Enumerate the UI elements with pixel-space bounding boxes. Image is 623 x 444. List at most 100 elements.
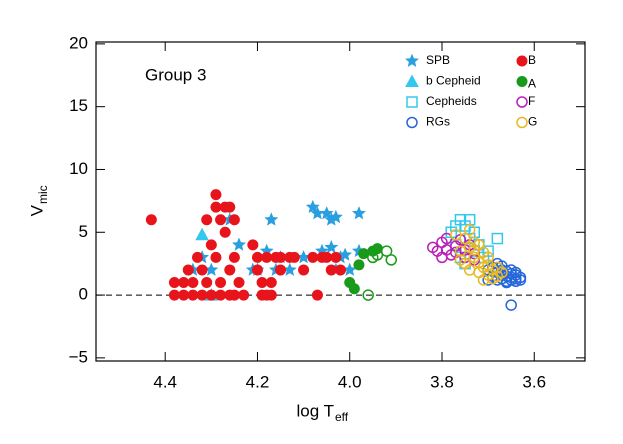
y-tick-label: 5 [79, 222, 88, 241]
point [468, 244, 481, 256]
x-axis-label: log T [297, 401, 335, 420]
point [298, 264, 310, 276]
y-tick-label: 15 [69, 96, 88, 115]
point [328, 209, 343, 224]
legend-label: B [528, 53, 536, 67]
point [348, 283, 360, 295]
point [251, 251, 263, 263]
point [215, 289, 227, 301]
point [500, 276, 513, 289]
point [205, 289, 217, 301]
point [201, 214, 213, 226]
point [228, 214, 240, 226]
y-axis-label-sub: mic [36, 185, 50, 204]
legend-marker [405, 53, 419, 67]
point [178, 277, 190, 289]
annotation: Group 3 [145, 65, 206, 84]
point [196, 264, 208, 276]
point [275, 251, 287, 263]
point [319, 206, 334, 220]
point [482, 251, 494, 264]
x-axis-label-sub: eff [335, 410, 349, 424]
legend-label: SPB [426, 53, 450, 67]
x-tick-label: 4.4 [153, 372, 177, 391]
point [191, 251, 203, 263]
y-tick-label: 10 [69, 159, 88, 178]
point [178, 289, 190, 301]
point [351, 206, 366, 220]
x-tick-label: 3.8 [430, 372, 454, 391]
point [275, 264, 287, 276]
point [325, 264, 337, 276]
point [261, 251, 273, 263]
point [195, 227, 209, 241]
point [463, 224, 476, 236]
legend-label: Cepheids [426, 94, 477, 108]
point [224, 201, 236, 213]
point [264, 212, 279, 226]
legend-marker [516, 76, 528, 87]
point [201, 277, 213, 289]
point [265, 289, 277, 301]
point [491, 232, 504, 245]
legend-marker [406, 96, 418, 108]
legend-label: G [528, 115, 537, 129]
point [380, 245, 393, 257]
legend-marker [516, 55, 528, 67]
x-tick-label: 4.0 [338, 372, 362, 391]
y-axis-label-group: V mic [27, 185, 50, 216]
point [228, 289, 240, 301]
legend-marker [516, 116, 528, 129]
y-tick-label: 0 [79, 285, 88, 304]
point [187, 289, 199, 301]
points [145, 189, 527, 311]
legend-label: F [528, 94, 535, 108]
point [362, 289, 374, 301]
point [307, 251, 319, 263]
legend-label: RGs [426, 115, 450, 129]
point [251, 264, 263, 276]
y-tick-label: 20 [69, 33, 88, 52]
point [247, 239, 259, 251]
point [353, 259, 365, 271]
plot-frame [95, 41, 586, 362]
point [305, 199, 320, 214]
point [187, 277, 199, 289]
legend-marker [405, 74, 419, 87]
point [510, 266, 522, 279]
legend-label: A [528, 77, 536, 91]
point [224, 264, 236, 276]
point [454, 254, 467, 266]
point [210, 251, 222, 263]
point [145, 214, 157, 226]
point [233, 277, 245, 289]
point [232, 237, 246, 251]
legend-label: b Cepheid [426, 74, 481, 88]
point [205, 239, 217, 251]
y-axis-label: V [27, 204, 46, 216]
point [496, 266, 508, 279]
point [168, 277, 180, 289]
point [210, 189, 222, 201]
point [238, 289, 250, 301]
legend-marker [516, 96, 528, 108]
point [210, 201, 222, 213]
point [215, 277, 227, 289]
point [228, 251, 240, 263]
point [219, 226, 231, 238]
point [196, 289, 208, 301]
point [477, 274, 490, 286]
point [265, 277, 277, 289]
point [335, 264, 346, 276]
y-tick-label: −5 [69, 347, 88, 366]
x-tick-label: 3.6 [522, 372, 546, 391]
point [182, 264, 194, 276]
point [215, 214, 227, 226]
point [330, 251, 342, 263]
point [168, 289, 180, 301]
legend-marker [406, 116, 418, 129]
point [321, 251, 333, 263]
point [288, 251, 300, 263]
